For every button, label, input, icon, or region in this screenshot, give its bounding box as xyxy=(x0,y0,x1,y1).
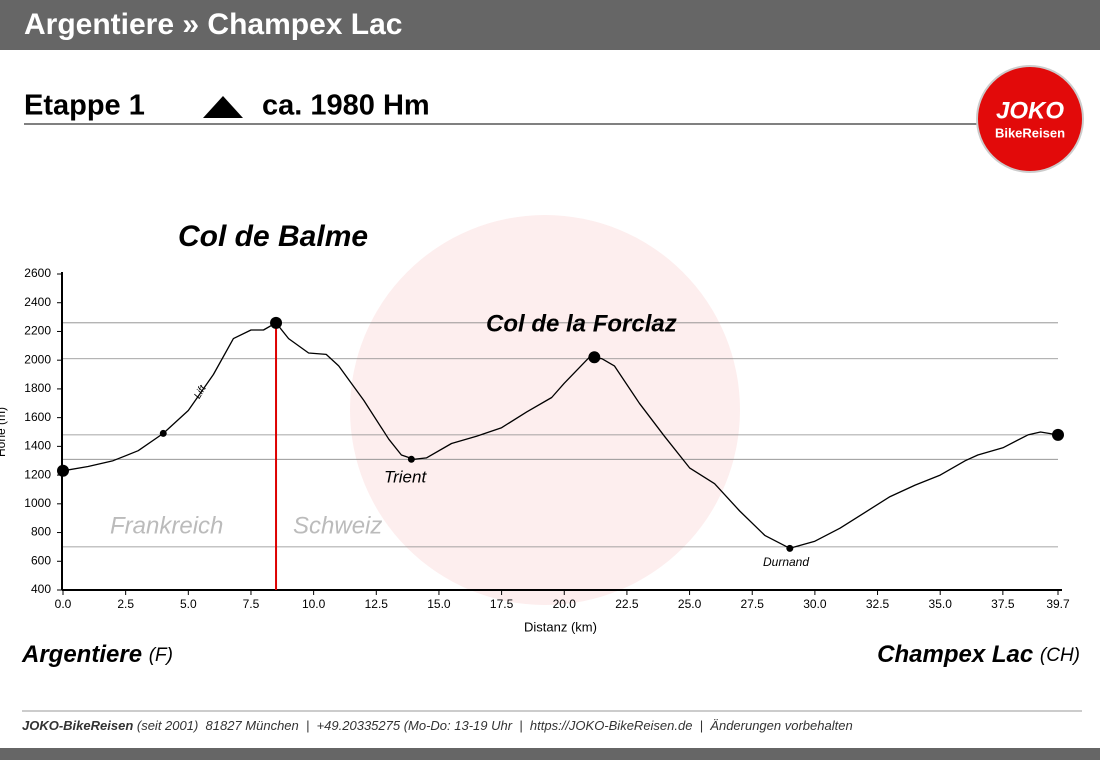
x-tick-label: 2.5 xyxy=(117,597,134,611)
y-tick-label: 400 xyxy=(31,582,51,596)
x-tick-label: 20.0 xyxy=(553,597,577,611)
x-tick-label: 30.0 xyxy=(803,597,827,611)
x-tick-label: 12.5 xyxy=(365,597,389,611)
x-tick-label: 17.5 xyxy=(490,597,514,611)
y-tick-label: 2200 xyxy=(24,324,51,338)
x-tick-label: 0.0 xyxy=(55,597,72,611)
x-tick-label: 5.0 xyxy=(180,597,197,611)
y-tick-label: 1800 xyxy=(24,381,51,395)
y-tick-label: 1200 xyxy=(24,467,51,481)
watermark xyxy=(350,215,740,605)
header-bar xyxy=(0,0,1100,50)
annotation: Schweiz xyxy=(293,512,382,539)
annotation: Durnand xyxy=(763,555,809,569)
page-title: Argentiere » Champex Lac xyxy=(24,8,402,41)
ascent: ca. 1980 Hm xyxy=(262,90,430,122)
end-name: Champex Lac (CH) xyxy=(877,641,1080,668)
footer: JOKO-BikeReisen (seit 2001) 81827 Münche… xyxy=(22,718,853,733)
x-tick-label: 7.5 xyxy=(243,597,260,611)
logo xyxy=(976,65,1084,173)
marker xyxy=(270,316,283,329)
y-tick-label: 2400 xyxy=(24,295,51,309)
y-tick-label: 1000 xyxy=(24,496,51,510)
y-axis-label: Höhe (m) xyxy=(0,407,8,457)
marker xyxy=(57,464,69,477)
x-axis-label: Distanz (km) xyxy=(524,619,597,634)
annotation: Trient xyxy=(384,467,427,486)
annotation: Lift xyxy=(192,383,209,401)
y-tick-label: 1600 xyxy=(24,410,51,424)
x-tick-label: 32.5 xyxy=(866,597,890,611)
logo-brand: JOKO xyxy=(996,97,1064,124)
marker xyxy=(786,544,794,552)
y-tick-label: 2000 xyxy=(24,352,51,366)
stage: Etappe 1 xyxy=(24,90,145,122)
footer-bar xyxy=(0,748,1100,760)
y-tick-label: 600 xyxy=(31,553,51,567)
x-tick-label: 22.5 xyxy=(615,597,639,611)
marker xyxy=(1052,428,1064,441)
x-tick-label: 25.0 xyxy=(678,597,702,611)
annotation: Frankreich xyxy=(110,512,223,539)
annotation: Col de la Forclaz xyxy=(486,310,677,337)
ascent-icon xyxy=(203,96,243,118)
marker xyxy=(159,429,167,437)
x-tick-label: 37.5 xyxy=(991,597,1015,611)
plot: 400 600 800 1000 1200 1400 1600 1800 2000 2200 240… xyxy=(0,266,1070,634)
elevation-line xyxy=(62,322,1059,549)
logo-sub: BikeReisen xyxy=(995,125,1065,140)
x-tick-label: 35.0 xyxy=(929,597,953,611)
x-tick-label: 10.0 xyxy=(302,597,326,611)
x-tick-label: 39.7 xyxy=(1046,597,1070,611)
y-tick-label: 1400 xyxy=(24,439,51,453)
marker xyxy=(588,351,601,364)
y-tick-label: 800 xyxy=(31,525,51,539)
marker xyxy=(407,455,415,463)
y-tick-label: 2600 xyxy=(24,266,51,280)
start-name: Argentiere (F) xyxy=(21,641,173,668)
x-tick-label: 27.5 xyxy=(741,597,765,611)
x-tick-label: 15.0 xyxy=(427,597,451,611)
annotation: Col de Balme xyxy=(178,220,368,253)
